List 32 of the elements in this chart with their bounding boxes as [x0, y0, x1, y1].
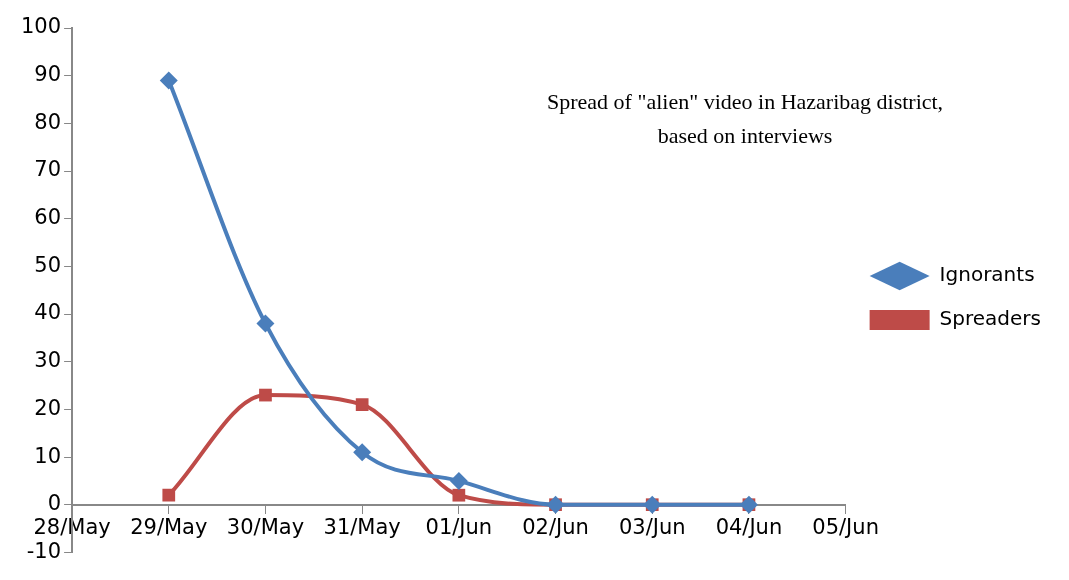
y-tick-label: 90: [34, 62, 62, 87]
x-tick-label: 03/Jun: [618, 514, 686, 539]
y-tick-label: 40: [34, 300, 62, 325]
point: [259, 388, 272, 402]
point: [162, 488, 176, 502]
point: [449, 471, 468, 490]
x-tick-label: 30/May: [226, 514, 305, 539]
y-tick-label: 20: [34, 395, 62, 420]
y-tick-label: 50: [34, 252, 62, 277]
x-tick-label: 01/Jun: [425, 514, 493, 539]
legend-label: Ignorants: [939, 262, 1035, 287]
x-tick-label: 31/May: [323, 514, 401, 539]
point: [355, 398, 369, 411]
x-tick-label: 05/Jun: [812, 514, 879, 539]
y-tick-label: 30: [34, 348, 62, 373]
x-tick-label: 29/May: [130, 514, 208, 539]
y-tick-label: 0: [47, 491, 62, 516]
x-tick-label: 02/Jun: [522, 514, 589, 539]
y-tick-label: 80: [34, 109, 62, 134]
x-tick-label: 28/May: [33, 514, 111, 539]
x-tick-label: 04/Jun: [715, 514, 783, 539]
legend-label: Spreaders: [939, 306, 1042, 331]
y-tick-label: 60: [34, 205, 62, 230]
point: [159, 71, 178, 90]
point: [353, 443, 372, 462]
point: [452, 488, 466, 502]
y-tick-label: 100: [20, 14, 62, 39]
y-tick-label: 10: [34, 443, 62, 468]
text: Spread of "alien" video in Hazaribag district, based on interviews: [547, 88, 944, 148]
y-tick-label: 70: [34, 157, 62, 182]
y-tick-label: -10: [26, 538, 62, 563]
point: [256, 314, 275, 333]
